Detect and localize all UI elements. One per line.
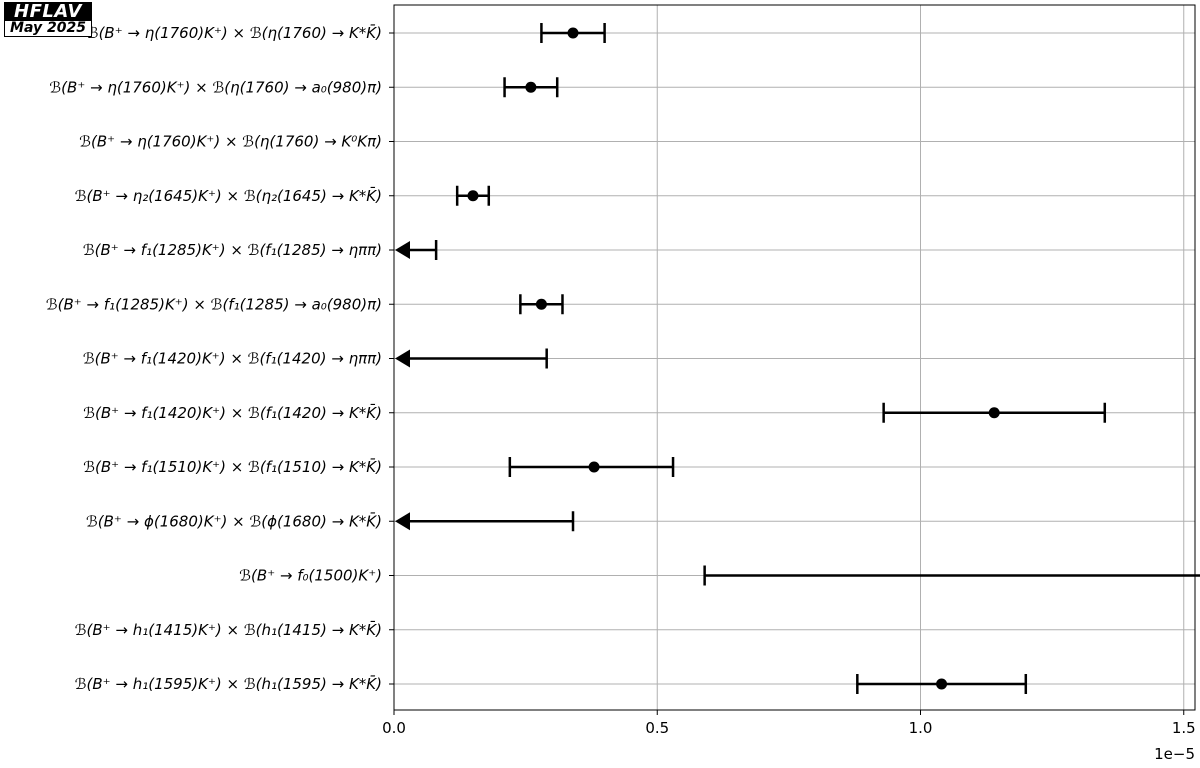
x-tick-label: 0.0 [382,719,406,737]
x-scale-label: 1e−5 [1154,745,1195,763]
badge-date: May 2025 [4,21,92,37]
x-tick-label: 1.5 [1172,719,1196,737]
y-tick-label: ℬ(B⁺ → η(1760)K⁺) × ℬ(η(1760) → a₀(980)π… [49,78,382,96]
y-tick-label: ℬ(B⁺ → η₂(1645)K⁺) × ℬ(η₂(1645) → K*K̄) [75,186,382,205]
plot-frame [393,4,1196,711]
y-tick-label: ℬ(B⁺ → η(1760)K⁺) × ℬ(η(1760) → K*K̄) [87,23,382,42]
y-tick-label: ℬ(B⁺ → f₁(1510)K⁺) × ℬ(f₁(1510) → K*K̄) [83,457,382,476]
central-value-point [467,190,479,202]
x-tick-label: 0.5 [645,719,669,737]
y-tick-label: ℬ(B⁺ → f₁(1285)K⁺) × ℬ(f₁(1285) → ηππ) [83,241,382,259]
upper-limit-arrow [395,241,410,259]
x-tick-label: 1.0 [909,719,933,737]
central-value-point [988,407,1000,419]
y-axis-labels: ℬ(B⁺ → η(1760)K⁺) × ℬ(η(1760) → K*K̄) ℬ(B… [46,23,394,693]
central-value-point [525,81,537,93]
x-axis: 0.00.51.01.52.02.53.0 [382,710,1196,737]
y-tick-label: ℬ(B⁺ → h₁(1415)K⁺) × ℬ(h₁(1415) → K*K̄) [75,620,382,639]
y-tick-label: ℬ(B⁺ → f₀(1500)K⁺) [239,567,382,585]
y-tick-label: ℬ(B⁺ → f₁(1285)K⁺) × ℬ(f₁(1285) → a₀(980… [46,295,382,313]
data-marks [395,23,1200,694]
upper-limit-arrow [395,349,410,368]
y-tick-label: ℬ(B⁺ → ϕ(1680)K⁺) × ℬ(ϕ(1680) → K*K̄) [86,512,382,531]
central-value-point [535,298,547,310]
y-tick-label: ℬ(B⁺ → f₁(1420)K⁺) × ℬ(f₁(1420) → K*K̄) [83,403,382,422]
central-value-point [588,461,600,473]
upper-limit-arrow [395,512,410,531]
badge-title: HFLAV [4,2,92,21]
y-tick-label: ℬ(B⁺ → f₁(1420)K⁺) × ℬ(f₁(1420) → ηππ) [83,350,382,368]
y-tick-label: ℬ(B⁺ → h₁(1595)K⁺) × ℬ(h₁(1595) → K*K̄) [75,674,382,693]
central-value-point [936,678,948,690]
y-tick-label: ℬ(B⁺ → η(1760)K⁺) × ℬ(η(1760) → K⁰Kπ) [79,133,382,151]
hflav-badge: HFLAV May 2025 [4,2,92,37]
central-value-point [567,27,579,39]
